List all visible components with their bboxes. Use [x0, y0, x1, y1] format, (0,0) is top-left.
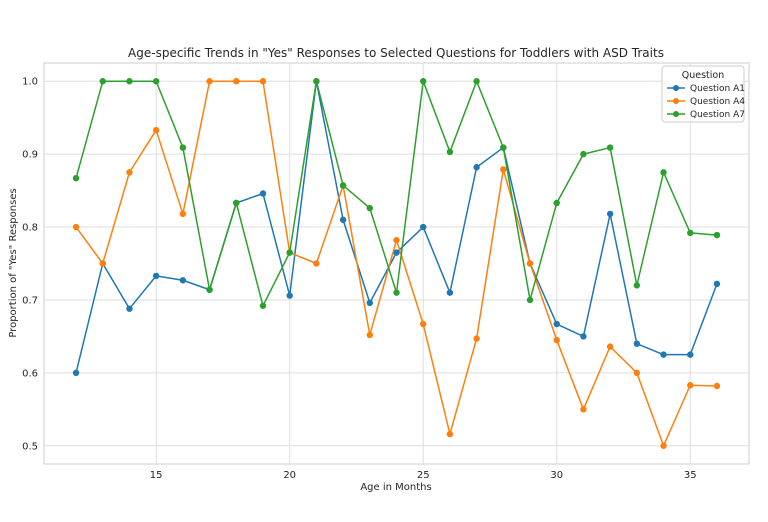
question-a7-point	[179, 144, 187, 151]
y-tick-label: 0.5	[22, 441, 38, 452]
question-a7-point	[606, 144, 614, 151]
question-a7-point	[580, 150, 587, 158]
y-tick-label: 1.0	[22, 77, 38, 88]
question-a4-point	[99, 260, 106, 267]
question-a4-point	[660, 442, 667, 449]
question-a7-point	[473, 78, 480, 85]
question-a1-point	[366, 299, 373, 307]
question-a4-point	[553, 336, 560, 344]
question-a4-point	[393, 236, 400, 244]
y-tick-label: 0.9	[22, 150, 38, 161]
question-a4-legend-marker	[673, 98, 679, 104]
question-a4-point	[313, 260, 320, 267]
question-a4-point	[633, 369, 641, 377]
question-a4-point	[72, 223, 80, 231]
question-a7-point	[500, 144, 507, 151]
question-a1-point	[420, 223, 427, 231]
chart-title: Age-specific Trends in "Yes" Responses t…	[128, 46, 664, 60]
x-tick-label: 30	[550, 470, 563, 481]
question-a7-legend-label: Question A7	[690, 110, 745, 120]
question-a4-point	[446, 430, 454, 438]
question-a1-point	[553, 320, 560, 328]
question-a7-point	[72, 174, 80, 182]
question-a7-point	[126, 78, 133, 85]
question-a7-point	[233, 199, 240, 207]
question-a4-point	[687, 382, 694, 389]
question-a7-point	[152, 78, 160, 85]
question-a1-point	[152, 272, 160, 280]
question-a7-point	[339, 182, 347, 189]
question-a7-point	[259, 302, 267, 309]
question-a7-point	[393, 289, 400, 296]
plot-area	[43, 62, 750, 465]
question-a1-point	[633, 340, 641, 347]
question-a1-point	[179, 277, 187, 284]
x-axis-label: Age in Months	[360, 482, 431, 493]
question-a7-point	[553, 199, 560, 207]
y-tick-label: 0.8	[22, 223, 38, 234]
x-tick-label: 20	[283, 470, 296, 481]
legend-title: Question	[682, 70, 725, 81]
x-tick-label: 15	[150, 470, 163, 481]
question-a4-point	[126, 169, 133, 176]
question-a1-point	[687, 351, 694, 358]
question-a1-point	[446, 289, 454, 296]
question-a7-point	[420, 78, 427, 85]
question-a7-point	[286, 249, 293, 256]
question-a7-point	[660, 169, 667, 176]
question-a4-point	[206, 78, 213, 85]
y-tick-label: 0.6	[22, 368, 38, 379]
question-a7-point	[366, 204, 373, 212]
question-a7-point	[633, 282, 641, 289]
question-a4-point	[366, 331, 373, 339]
question-a1-point	[259, 190, 267, 197]
y-tick-labels: 0.5 0.6 0.7 0.8 0.9 1.0	[22, 77, 38, 453]
question-a1-point	[126, 305, 133, 312]
question-a4-point	[259, 78, 267, 85]
question-a1-legend-label: Question A1	[690, 84, 745, 94]
question-a7-point	[313, 78, 320, 85]
question-a1-point	[660, 351, 667, 358]
question-a7-point	[206, 286, 213, 293]
y-axis-label: Proportion of "Yes" Responses	[8, 188, 19, 337]
grid-lines	[44, 63, 749, 464]
question-a7-point	[99, 78, 106, 85]
question-a1-point	[580, 333, 587, 340]
question-a4-point	[713, 382, 721, 390]
question-a4-point	[179, 210, 187, 218]
question-a1-point	[72, 369, 80, 377]
x-tick-label: 25	[417, 470, 430, 481]
question-a4-point	[526, 260, 534, 267]
question-a4-point	[473, 335, 480, 342]
legend-box	[661, 65, 745, 123]
question-a4-point	[580, 406, 587, 413]
question-a4-point	[152, 126, 160, 134]
question-a1-legend-marker	[673, 85, 679, 91]
x-tick-labels: 15 20 25 30 35	[150, 470, 697, 481]
question-a1-point	[393, 249, 400, 256]
legend: Question Question A1 Question A4 Question …	[661, 65, 745, 123]
x-tick-label: 35	[684, 470, 697, 481]
question-a7-point	[713, 231, 721, 239]
question-a4-point	[233, 78, 240, 85]
question-a7-legend-marker	[673, 111, 679, 117]
question-a4-point	[500, 166, 507, 173]
question-a4-point	[606, 343, 614, 350]
question-a7-point	[687, 229, 694, 237]
question-a1-point	[339, 216, 347, 223]
question-a7-point	[526, 296, 534, 304]
question-a1-point	[473, 164, 480, 171]
question-a1-point	[606, 210, 614, 218]
question-a4-point	[420, 320, 427, 328]
question-a1-point	[286, 292, 293, 299]
question-a7-point	[446, 148, 454, 156]
question-a1-point	[713, 280, 721, 288]
y-tick-label: 0.7	[22, 295, 38, 306]
series-lines	[72, 78, 721, 449]
question-a4-legend-label: Question A4	[690, 97, 745, 107]
